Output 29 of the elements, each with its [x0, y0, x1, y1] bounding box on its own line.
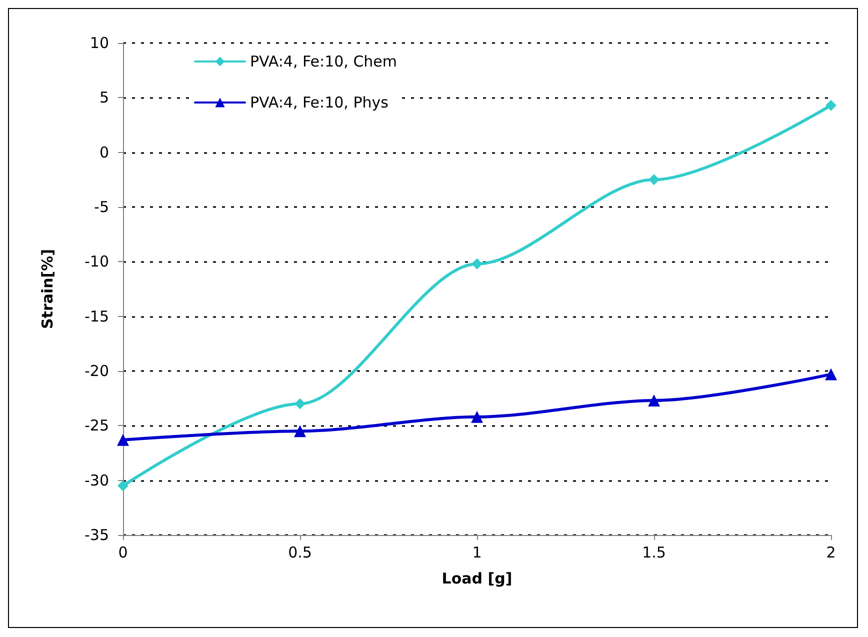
y-tick-label: -30 [84, 471, 109, 490]
y-tick-label: -20 [84, 362, 109, 380]
legend-label: PVA:4, Fe:10, Chem [250, 52, 398, 70]
point [117, 434, 129, 446]
y-tick-label: -35 [84, 526, 109, 544]
point [472, 258, 482, 270]
point [826, 100, 836, 111]
x-tick-label: 2 [826, 544, 836, 562]
y-tick-label: 5 [99, 88, 109, 107]
point [825, 368, 837, 380]
x-tick-label: 1.5 [642, 544, 666, 562]
x-tick-label: 0 [118, 544, 128, 562]
x-axis-title: Load [g] [442, 570, 512, 588]
x-tick-label: 1 [472, 544, 482, 562]
y-tick-label: -5 [94, 198, 109, 216]
y-tick-label: -15 [84, 307, 109, 326]
point [294, 398, 306, 410]
x-tick-label: 0.5 [288, 544, 312, 562]
y-tick-label: 10 [90, 34, 109, 52]
point [294, 425, 306, 438]
point [118, 480, 128, 492]
point [471, 410, 483, 423]
y-tick-label: -10 [84, 252, 109, 271]
legend-label: PVA:4, Fe:10, Phys [250, 94, 389, 112]
point [648, 174, 660, 186]
y-axis-title: Strain[%] [38, 248, 56, 330]
y-tick-label: 0 [99, 143, 109, 162]
point [648, 394, 660, 407]
y-tick-label: -25 [84, 416, 109, 435]
